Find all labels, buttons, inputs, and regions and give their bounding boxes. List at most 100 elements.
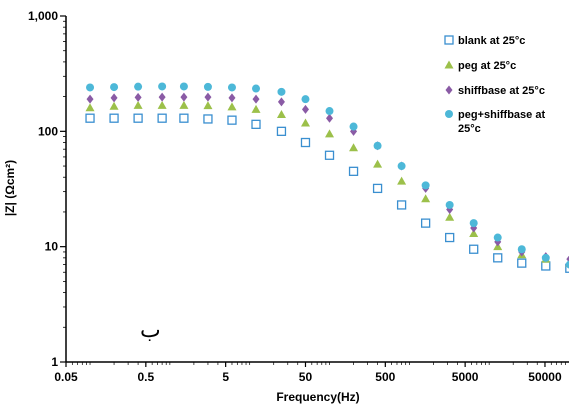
x-tick-label: 500 xyxy=(375,370,395,384)
data-point xyxy=(133,113,143,123)
data-point xyxy=(565,263,569,273)
data-point xyxy=(445,200,454,209)
data-point xyxy=(349,122,358,131)
x-tick-label: 5 xyxy=(222,370,229,384)
data-point xyxy=(301,95,310,104)
data-point xyxy=(157,100,167,109)
data-point xyxy=(350,126,358,136)
data-point xyxy=(421,194,431,203)
x-tick-label: 5000 xyxy=(452,370,479,384)
data-marks xyxy=(85,82,569,273)
data-point xyxy=(252,94,260,104)
data-point xyxy=(326,113,334,123)
data-point xyxy=(134,92,142,102)
data-point xyxy=(445,232,455,243)
data-point xyxy=(517,258,527,268)
legend-label: peg at 25°c xyxy=(458,60,516,72)
data-point xyxy=(397,176,407,185)
data-point xyxy=(469,244,479,254)
x-tick-label: 50000 xyxy=(528,370,562,384)
legend-marker xyxy=(445,85,453,95)
data-point xyxy=(179,82,188,91)
data-point xyxy=(251,104,261,113)
data-point xyxy=(134,82,143,91)
y-tick-label: 10 xyxy=(45,240,59,254)
y-tick-label: 1,000 xyxy=(28,9,58,23)
data-point xyxy=(397,162,406,171)
data-point xyxy=(325,107,334,116)
data-point xyxy=(469,229,479,238)
data-point xyxy=(541,261,551,271)
data-point xyxy=(133,100,143,109)
legend-label: blank at 25°c xyxy=(458,35,525,47)
data-point xyxy=(85,113,95,123)
data-point xyxy=(301,104,309,114)
series-4 xyxy=(86,82,569,269)
chart-annotation: ب xyxy=(140,318,161,343)
data-point xyxy=(373,159,383,168)
data-point xyxy=(157,113,167,123)
data-point xyxy=(85,103,95,112)
data-point xyxy=(324,150,335,160)
y-tick-label: 100 xyxy=(38,124,58,138)
data-point xyxy=(445,212,455,221)
data-point xyxy=(203,114,213,124)
data-point xyxy=(110,83,119,92)
data-point xyxy=(227,83,236,92)
series-1 xyxy=(85,113,569,273)
data-point xyxy=(469,219,478,228)
data-point xyxy=(179,100,189,109)
x-tick-label: 0.5 xyxy=(137,370,154,384)
data-point xyxy=(420,218,431,228)
data-point xyxy=(300,118,310,127)
data-point xyxy=(565,260,569,269)
data-point xyxy=(517,245,526,254)
data-point xyxy=(228,93,236,103)
data-point xyxy=(204,92,212,102)
data-point xyxy=(227,115,237,125)
data-point xyxy=(277,87,286,96)
data-point xyxy=(421,181,430,190)
data-point xyxy=(203,101,213,110)
data-point xyxy=(396,200,407,210)
data-point xyxy=(109,101,119,110)
axes: 1 10 100 1,000 0.05 0.5 5 50 500 5000 50000 xyxy=(28,9,569,384)
data-point xyxy=(349,143,359,152)
x-axis-label: Frequency(Hz) xyxy=(276,390,359,404)
x-tick-label: 50 xyxy=(299,370,313,384)
data-point xyxy=(180,92,188,102)
data-point xyxy=(325,129,335,138)
data-point xyxy=(158,92,166,102)
legend-marker xyxy=(444,35,454,45)
legend-marker xyxy=(445,110,453,118)
data-point xyxy=(158,82,167,91)
data-point xyxy=(203,82,212,91)
data-point xyxy=(227,102,237,111)
data-point xyxy=(372,183,383,194)
data-point xyxy=(86,83,95,92)
data-point xyxy=(251,119,261,129)
data-point xyxy=(348,166,359,176)
y-tick-label: 1 xyxy=(51,355,58,369)
data-point xyxy=(373,141,382,150)
data-point xyxy=(86,94,94,104)
data-point xyxy=(300,137,311,148)
legend-label: shiffbase at 25°c xyxy=(458,85,545,97)
data-point xyxy=(252,84,261,93)
legend-label: peg+shiffbase at xyxy=(458,109,545,121)
legend-marker xyxy=(444,60,454,69)
data-point xyxy=(493,233,502,242)
legend: blank at 25°c peg at 25°c shiffbase at 25°… xyxy=(444,35,545,135)
legend-label-continued: 25°c xyxy=(458,123,481,135)
data-point xyxy=(493,253,503,263)
y-axis-label: |Z| (Ωcm²) xyxy=(3,160,17,216)
data-point xyxy=(276,109,286,118)
data-point xyxy=(179,113,189,123)
data-point xyxy=(276,126,287,136)
data-point xyxy=(110,93,118,103)
data-point xyxy=(277,97,285,107)
data-point xyxy=(541,253,550,262)
data-point xyxy=(109,113,119,123)
